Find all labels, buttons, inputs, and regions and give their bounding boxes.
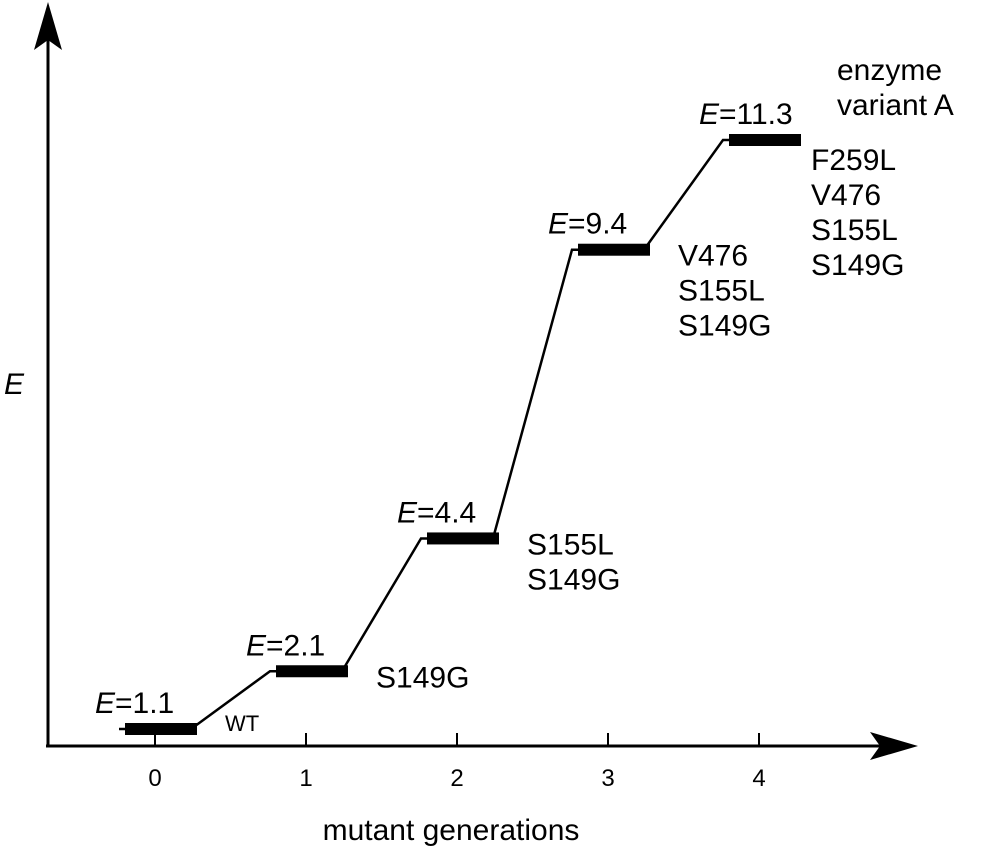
annotation-title: enzyme variant A	[837, 54, 954, 122]
mutation-label-0-0: WT	[225, 711, 259, 736]
mutation-label-3-1: S155L	[678, 275, 765, 308]
mutation-label-3-2: S149G	[678, 310, 771, 343]
plateau-bar-0	[125, 723, 197, 735]
mutation-label-1-0: S149G	[376, 661, 469, 694]
x-tick-label-3: 3	[601, 765, 614, 792]
mutation-label-3-0: V476	[678, 240, 748, 273]
plateau-bar-1	[276, 665, 348, 678]
value-label-2: E=4.4	[397, 496, 476, 529]
e-trace-line	[119, 138, 795, 731]
y-axis-label: E	[4, 368, 25, 401]
mutation-label-2-1: S149G	[527, 563, 620, 596]
y-axis-arrow-icon	[34, 2, 62, 50]
annotation-title-line-1: enzyme	[837, 54, 942, 87]
mutation-label-4-1: V476	[811, 179, 881, 212]
mutation-label-4-2: S155L	[811, 214, 898, 247]
x-tick-label-1: 1	[299, 765, 312, 792]
annotation-title-line-2: variant A	[837, 89, 954, 122]
x-tick-label-4: 4	[752, 765, 765, 792]
mutation-label-4-0: F259L	[811, 144, 896, 177]
x-axis-arrow-icon	[870, 732, 918, 760]
x-tick-label-2: 2	[450, 765, 463, 792]
value-label-3: E=9.4	[548, 208, 627, 241]
value-label-4: E=11.3	[699, 98, 793, 131]
x-tick-label-0: 0	[148, 765, 161, 792]
x-axis-label: mutant generations	[323, 814, 580, 847]
plateau-bar-4	[729, 134, 801, 146]
data-labels: E=1.1WTE=2.1S149GE=4.4S155LS149GE=9.4V47…	[95, 98, 904, 736]
plateau-bar-2	[427, 532, 499, 545]
mutation-label-2-0: S155L	[527, 528, 614, 561]
value-label-0: E=1.1	[95, 687, 174, 720]
x-ticks: 0 1 2 3 4	[148, 733, 766, 792]
plateaus	[125, 134, 801, 735]
mutation-label-4-3: S149G	[811, 249, 904, 282]
plateau-bar-3	[578, 243, 650, 256]
value-label-1: E=2.1	[246, 629, 325, 662]
